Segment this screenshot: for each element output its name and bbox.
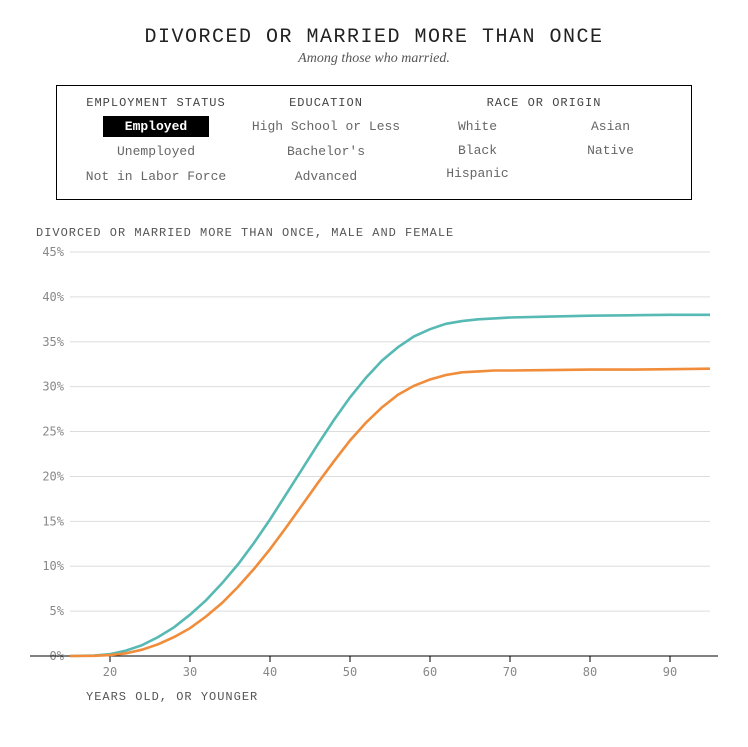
line-chart: 0%5%10%15%20%25%30%35%40%45%203040506070… [30, 244, 718, 684]
filter-header-employment: EMPLOYMENT STATUS [71, 96, 241, 110]
filter-header-education: EDUCATION [241, 96, 411, 110]
filter-group-race: White Asian Black Native Hispanic [411, 116, 677, 187]
svg-text:25%: 25% [42, 425, 64, 439]
svg-text:80: 80 [583, 665, 597, 679]
filter-item-native[interactable]: Native [544, 140, 677, 164]
filter-item-hispanic[interactable]: Hispanic [411, 163, 544, 187]
svg-text:35%: 35% [42, 335, 64, 349]
series-female [70, 315, 710, 656]
filter-item-black[interactable]: Black [411, 140, 544, 164]
svg-text:40%: 40% [42, 290, 64, 304]
svg-text:40: 40 [263, 665, 277, 679]
filter-item-unemployed[interactable]: Unemployed [109, 141, 203, 162]
svg-text:30: 30 [183, 665, 197, 679]
chart-title: DIVORCED OR MARRIED MORE THAN ONCE, MALE… [36, 226, 718, 240]
svg-text:50: 50 [343, 665, 357, 679]
filter-panel: EMPLOYMENT STATUS EDUCATION RACE OR ORIG… [56, 85, 692, 200]
series-male [70, 369, 710, 656]
x-axis-label: YEARS OLD, OR YOUNGER [86, 690, 718, 704]
filter-group-education: High School or Less Bachelor's Advanced [241, 116, 411, 187]
svg-text:90: 90 [663, 665, 677, 679]
filter-item-bachelors[interactable]: Bachelor's [279, 141, 373, 162]
filter-item-advanced[interactable]: Advanced [287, 166, 365, 187]
filter-header-race: RACE OR ORIGIN [411, 96, 677, 110]
filter-item-asian[interactable]: Asian [544, 116, 677, 140]
svg-text:15%: 15% [42, 514, 64, 528]
filter-item-white[interactable]: White [411, 116, 544, 140]
page-subtitle: Among those who married. [30, 51, 718, 67]
chart-svg: 0%5%10%15%20%25%30%35%40%45%203040506070… [30, 244, 718, 684]
svg-text:10%: 10% [42, 559, 64, 573]
svg-text:20: 20 [103, 665, 117, 679]
svg-text:60: 60 [423, 665, 437, 679]
filter-group-employment: Employed Unemployed Not in Labor Force [71, 116, 241, 187]
page-title: DIVORCED OR MARRIED MORE THAN ONCE [30, 26, 718, 49]
filter-item-not-in-labor-force[interactable]: Not in Labor Force [78, 166, 234, 187]
svg-text:20%: 20% [42, 469, 64, 483]
svg-text:45%: 45% [42, 245, 64, 259]
svg-text:70: 70 [503, 665, 517, 679]
svg-text:30%: 30% [42, 380, 64, 394]
filter-item-employed[interactable]: Employed [103, 116, 209, 137]
filter-item-highschool[interactable]: High School or Less [244, 116, 408, 137]
svg-text:5%: 5% [50, 604, 65, 618]
